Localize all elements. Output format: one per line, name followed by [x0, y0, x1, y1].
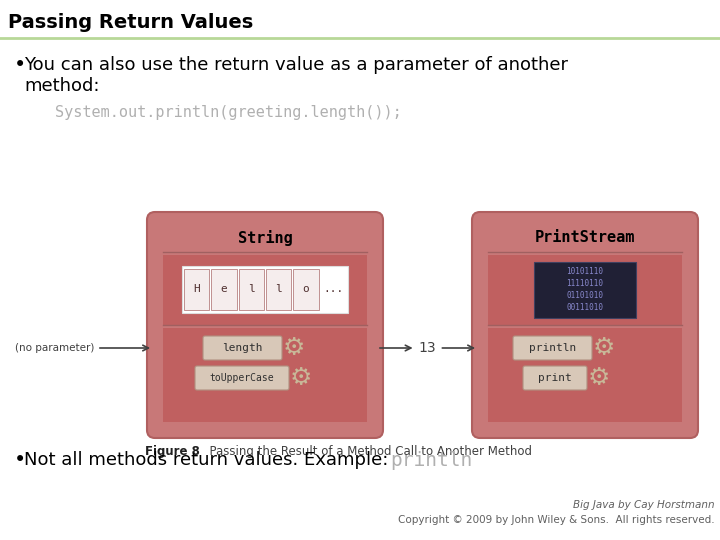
Text: toUpperCase: toUpperCase — [210, 373, 274, 383]
Text: String: String — [238, 230, 292, 246]
Text: print: print — [538, 373, 572, 383]
Text: ⚙: ⚙ — [290, 366, 312, 390]
Text: Figure 8: Figure 8 — [145, 446, 200, 458]
Text: (no parameter): (no parameter) — [15, 343, 94, 353]
Text: l: l — [248, 285, 255, 294]
Text: Passing Return Values: Passing Return Values — [8, 12, 253, 31]
Text: 13: 13 — [419, 341, 436, 355]
Text: System.out.println(greeting.length());: System.out.println(greeting.length()); — [55, 105, 402, 119]
Text: Copyright © 2009 by John Wiley & Sons.  All rights reserved.: Copyright © 2009 by John Wiley & Sons. A… — [398, 515, 715, 525]
Text: ...: ... — [323, 285, 343, 294]
Text: Big Java by Cay Horstmann: Big Java by Cay Horstmann — [573, 500, 715, 510]
FancyBboxPatch shape — [184, 269, 210, 310]
FancyBboxPatch shape — [513, 336, 592, 360]
Text: ⚙: ⚙ — [593, 336, 615, 360]
Text: •: • — [14, 450, 26, 470]
Text: 10101110: 10101110 — [567, 267, 603, 275]
Text: •: • — [14, 55, 26, 75]
FancyBboxPatch shape — [472, 212, 698, 438]
Text: ⚙: ⚙ — [588, 366, 610, 390]
FancyBboxPatch shape — [293, 269, 319, 310]
Text: o: o — [302, 285, 310, 294]
Text: length: length — [222, 343, 263, 353]
Text: println: println — [529, 343, 576, 353]
FancyBboxPatch shape — [182, 266, 348, 313]
FancyBboxPatch shape — [238, 269, 264, 310]
Text: Passing the Result of a Method Call to Another Method: Passing the Result of a Method Call to A… — [202, 446, 532, 458]
FancyBboxPatch shape — [147, 212, 383, 438]
FancyBboxPatch shape — [488, 255, 682, 325]
FancyBboxPatch shape — [266, 269, 292, 310]
Text: method:: method: — [24, 77, 99, 95]
Text: ⚙: ⚙ — [283, 336, 305, 360]
Text: You can also use the return value as a parameter of another: You can also use the return value as a p… — [24, 56, 568, 74]
Text: Not all methods return values. Example:: Not all methods return values. Example: — [24, 451, 394, 469]
FancyBboxPatch shape — [212, 269, 237, 310]
FancyBboxPatch shape — [523, 366, 587, 390]
Text: println: println — [390, 450, 472, 469]
Text: PrintStream: PrintStream — [535, 231, 635, 246]
FancyBboxPatch shape — [163, 255, 367, 325]
Text: e: e — [220, 285, 228, 294]
FancyBboxPatch shape — [534, 262, 636, 318]
FancyBboxPatch shape — [163, 328, 367, 422]
Text: 01101010: 01101010 — [567, 291, 603, 300]
Text: l: l — [275, 285, 282, 294]
FancyBboxPatch shape — [195, 366, 289, 390]
Text: 11110110: 11110110 — [567, 279, 603, 287]
FancyBboxPatch shape — [488, 328, 682, 422]
FancyBboxPatch shape — [203, 336, 282, 360]
Text: 00111010: 00111010 — [567, 302, 603, 312]
Text: H: H — [193, 285, 200, 294]
